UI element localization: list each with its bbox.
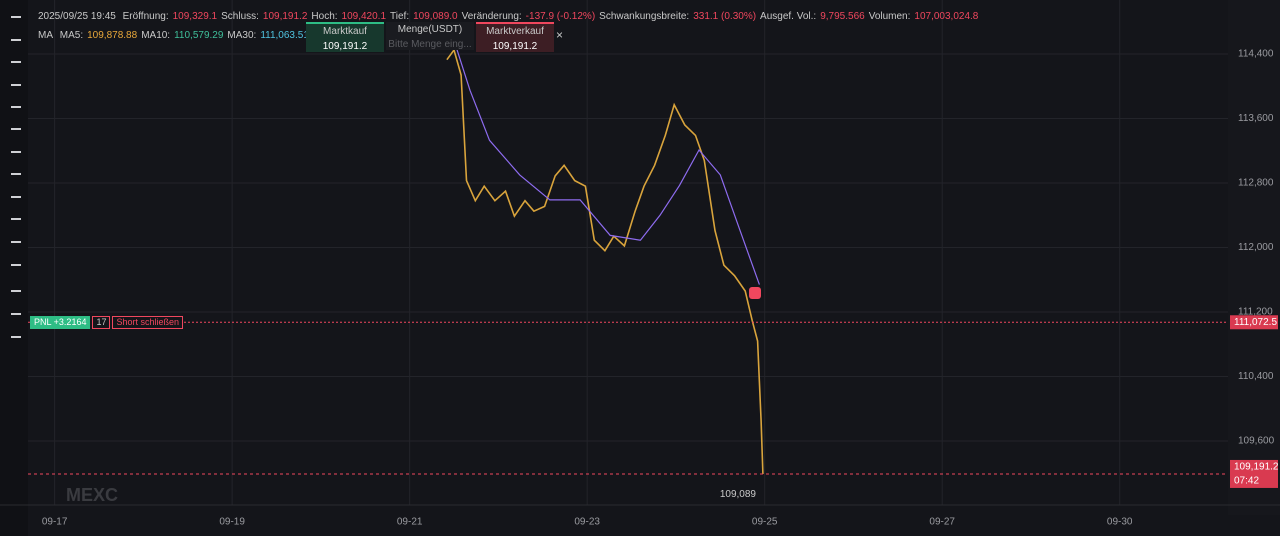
y-tick-label: 110,400 [1238,371,1274,382]
field-label: Hoch: [311,11,338,22]
series-line [453,40,760,285]
field-label: Veränderung: [461,11,522,22]
ma-value: 109,878.88 [87,30,138,41]
sell-label: Marktverkauf [486,26,544,37]
field-label: Schwankungsbreite: [599,11,690,22]
tool-icon[interactable] [11,313,21,315]
ma-row: MA MA5: 109,878.88 MA10: 110,579.29 MA30: 111… [38,30,317,41]
x-tick-label: 09-25 [752,517,778,528]
position-price-label: 111,072.5 [1234,317,1277,328]
y-tick-label: 112,800 [1238,178,1274,189]
position-bar: PNL +3.2164 17 Short schließen [30,316,184,329]
low-label: 109,089 [720,489,757,500]
market-sell-button[interactable]: Marktverkauf 109,191.2 [476,22,554,52]
field-label: Tief: [390,11,410,22]
ma-label: MA30: [227,30,257,41]
buy-price: 109,191.2 [322,41,368,52]
field-value: 107,003,024.8 [914,11,979,22]
sell-price: 109,191.2 [492,41,538,52]
position-size: 17 [92,316,111,329]
ohlc-fields: Eröffnung: 109,329.1 Schluss: 109,191.2 Hoch… [123,11,983,22]
amount-label: Menge(USDT) [397,24,463,35]
ma-value: 111,063.51 [260,30,309,41]
y-tick-label: 114,400 [1238,49,1274,60]
tool-icon[interactable] [11,241,21,243]
toolbar-bg [0,0,28,536]
field-label: Eröffnung: [122,11,169,22]
field-label: Volumen: [868,11,911,22]
field-value: -137.9 (-0.12%) [525,11,596,22]
y-tick-label: 109,600 [1238,436,1275,447]
ohlc-row: 2025/09/25 19:45 Eröffnung: 109,329.1 Schl… [38,11,986,22]
tool-icon[interactable] [11,173,21,175]
tool-icon[interactable] [11,128,21,130]
x-tick-label: 09-27 [929,517,955,528]
ma-label: MA5: [59,30,84,41]
watermark: MEXC [66,485,118,505]
tool-icon[interactable] [11,336,21,338]
ma-value: 110,579.29 [174,30,224,41]
tool-icon[interactable] [11,84,21,86]
tool-icon[interactable] [11,61,21,63]
x-tick-label: 09-21 [397,517,423,528]
y-tick-label: 111,200 [1238,307,1273,318]
last-price-label: 109,191.2 [1234,462,1279,473]
field-value: 109,191.2 [262,11,308,22]
countdown: 07:42 [1234,476,1259,487]
buy-label: Marktkauf [323,26,367,37]
tool-icon[interactable] [11,39,21,41]
field-label: Ausgef. Vol.: [760,11,817,22]
last-price-tag [1230,459,1278,488]
tool-icon[interactable] [11,106,21,108]
tool-icon[interactable] [11,151,21,153]
y-tick-label: 112,000 [1238,242,1274,253]
field-value: 331.1 (0.30%) [693,11,757,22]
x-tick-label: 09-23 [574,517,600,528]
position-price-tag [1230,315,1278,330]
price-axis-bg [1228,0,1280,515]
tool-icon[interactable] [11,290,21,292]
pnl: PNL +3.2164 [30,316,91,329]
tool-icon[interactable] [11,16,21,18]
x-tick-label: 09-17 [42,517,68,528]
field-value: 109,089.0 [413,11,458,22]
amount-placeholder: Bitte Menge eing... [388,39,472,50]
ma-title: MA [38,30,53,41]
field-value: 109,329.1 [172,11,218,22]
tool-icon[interactable] [11,196,21,198]
x-tick-label: 09-30 [1107,517,1133,528]
market-buy-button[interactable]: Marktkauf 109,191.2 [306,22,384,52]
series-line [446,48,764,475]
ma-label: MA10: [141,30,171,41]
datetime: 2025/09/25 19:45 [38,11,116,22]
field-value: 109,420.1 [341,11,387,22]
x-tick-label: 09-19 [219,517,245,528]
tool-icon[interactable] [11,218,21,220]
field-label: Schluss: [221,11,259,22]
amount-input[interactable]: Menge(USDT) Bitte Menge eing... [386,22,474,50]
trade-marker [749,287,761,299]
y-tick-label: 113,600 [1238,113,1274,124]
close-short-button[interactable]: Short schließen [112,316,184,329]
close-panel[interactable]: × [556,28,564,42]
tool-icon[interactable] [11,264,21,266]
field-value: 9,795.566 [820,11,865,22]
ma-fields: MA5: 109,878.88 MA10: 110,579.29 MA30: 111,06… [60,30,313,41]
